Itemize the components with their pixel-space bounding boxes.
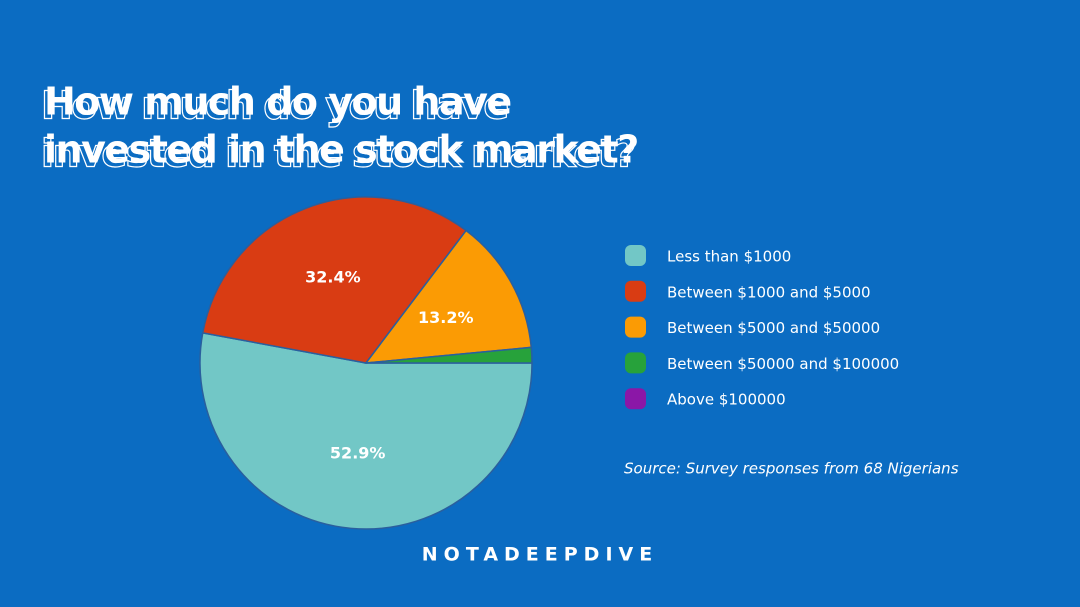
value-label: 13.2% [418, 308, 474, 327]
title-shadow: How much do you have [41, 84, 508, 128]
value-label: 52.9% [330, 443, 386, 462]
value-label: 32.4% [305, 267, 361, 286]
legend-label: Between $5000 and $50000 [667, 319, 880, 337]
pie-slice [365, 346, 533, 364]
legend-marker [625, 352, 646, 374]
legend-marker [625, 280, 646, 302]
legend-marker [625, 316, 646, 338]
logo: NOTADEEPDIVE [422, 544, 658, 566]
source-note: Source: Survey responses from 68 Nigeria… [624, 460, 959, 478]
pie-slice [364, 229, 533, 364]
legend-marker [625, 388, 646, 410]
title-shadow: invested in the stock market? [41, 132, 635, 176]
pie-slice [201, 196, 468, 364]
title-line: invested in the stock market? [44, 128, 638, 172]
title: How much do you have invested in the sto… [40, 80, 639, 177]
pie-slice [199, 332, 533, 530]
legend-label: Above $100000 [667, 391, 786, 409]
legend-marker [625, 245, 646, 266]
legend-label: Less than $1000 [667, 248, 791, 266]
legend-label: Between $1000 and $5000 [667, 283, 871, 301]
legend-label: Between $50000 and $100000 [667, 355, 899, 373]
title-line: How much do you have [44, 80, 511, 124]
